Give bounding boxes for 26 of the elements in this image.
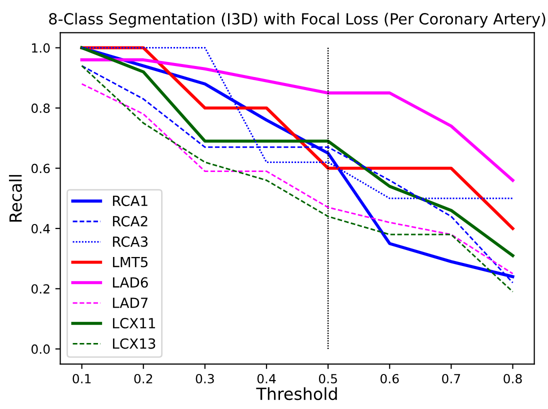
x-tick-label: 0.4	[257, 374, 276, 384]
legend-label: RCA3	[113, 236, 148, 247]
y-axis-title: Recall	[8, 175, 22, 222]
y-tick-label: 1.0	[32, 43, 50, 53]
y-tick-label: 0.0	[32, 344, 50, 354]
chart-title: 8-Class Segmentation (I3D) with Focal Loss (Per Coronary Artery)	[49, 12, 546, 28]
x-axis-title: Threshold	[256, 387, 337, 400]
x-tick-label: 0.8	[504, 374, 522, 384]
y-tick-label: 0.4	[32, 224, 50, 234]
x-tick-label: 0.7	[442, 374, 460, 384]
legend-label: RCA2	[113, 216, 148, 226]
legend-label: LAD7	[113, 298, 148, 308]
y-tick-label: 0.2	[32, 284, 50, 294]
y-tick-label: 0.8	[32, 103, 50, 113]
legend-label: LMT5	[113, 256, 148, 268]
legend-label: LCX11	[113, 318, 156, 328]
legend-label: RCA1	[113, 196, 148, 206]
x-tick-label: 0.1	[72, 374, 91, 384]
x-tick-label: 0.2	[134, 374, 152, 384]
x-tick-label: 0.6	[380, 374, 399, 384]
line-series	[80, 58, 514, 182]
x-tick-label: 0.5	[318, 374, 337, 384]
y-tick-label: 0.6	[32, 164, 50, 174]
x-tick-label: 0.3	[196, 374, 214, 384]
legend-label: LAD6	[113, 277, 148, 288]
legend-label: LCX13	[113, 338, 156, 349]
